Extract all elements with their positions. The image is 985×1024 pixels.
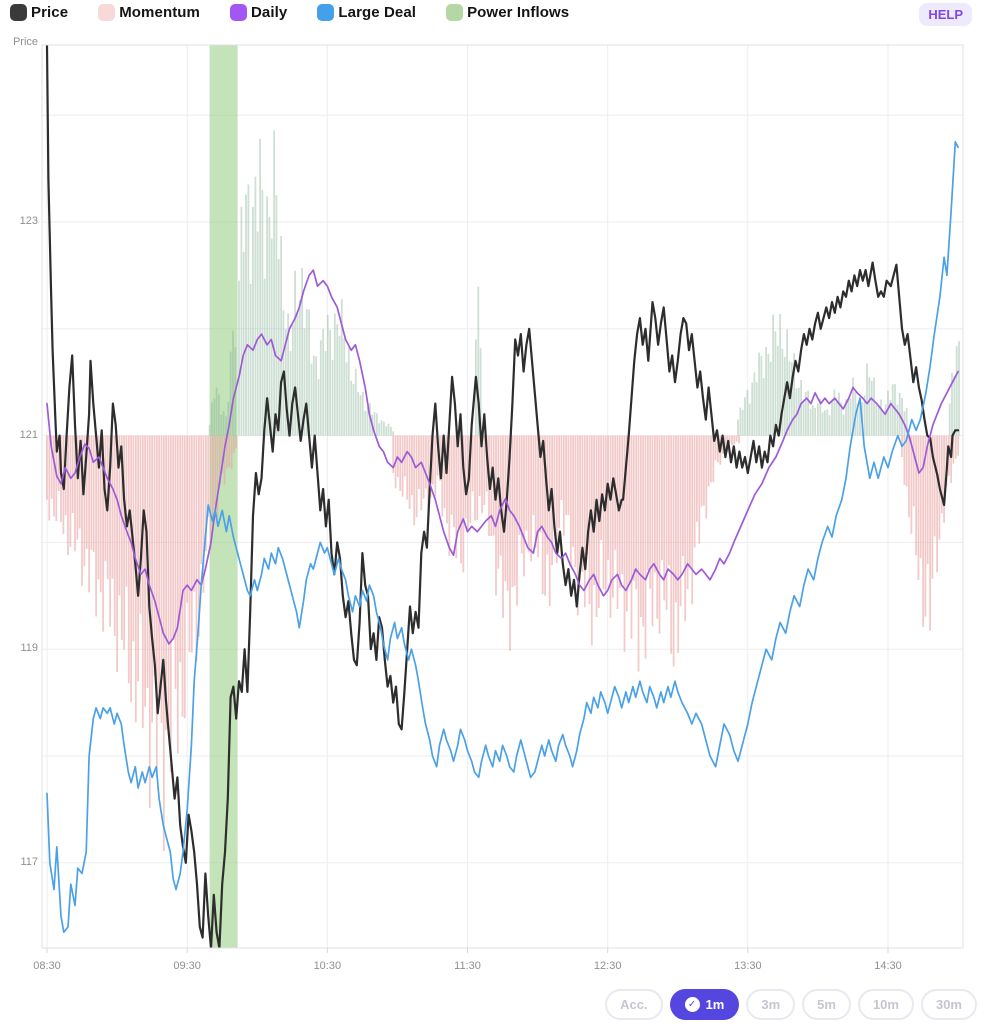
legend-swatch-icon — [98, 4, 116, 21]
line-price — [45, 45, 960, 948]
legend-item-power-inflows[interactable]: Power Inflows — [446, 4, 569, 21]
interval-button-label: 10m — [872, 997, 899, 1012]
interval-button-label: Acc. — [620, 997, 648, 1012]
x-axis-ticks — [46, 948, 889, 953]
x-tick-label: 11:30 — [454, 960, 481, 972]
interval-button-label: 30m — [935, 997, 962, 1012]
y-tick-label: 119 — [20, 642, 38, 655]
line-daily — [46, 269, 959, 645]
x-tick-label: 14:30 — [874, 960, 902, 972]
legend-label: Momentum — [119, 4, 200, 21]
legend-label: Large Deal — [338, 4, 417, 21]
interval-button-label: 3m — [761, 997, 781, 1012]
legend-item-large-deal[interactable]: Large Deal — [317, 4, 416, 21]
y-tick-label: 123 — [19, 215, 38, 227]
interval-controls: Acc. ✓ 1m 3m 5m 10m 30m — [605, 989, 977, 1020]
x-tick-label: 09:30 — [173, 960, 201, 972]
interval-button-acc[interactable]: Acc. — [605, 989, 663, 1020]
interval-button-1m[interactable]: ✓ 1m — [669, 989, 740, 1020]
legend-swatch-icon — [230, 4, 247, 21]
bars-power-inflows — [208, 130, 960, 436]
chart-legend: Price Momentum Daily Large Deal Power Inflow… — [10, 4, 569, 21]
highlight-band — [209, 45, 238, 948]
x-tick-label: 13:30 — [734, 960, 762, 972]
legend-swatch-icon — [10, 4, 27, 21]
y-axis-title: Price — [12, 36, 38, 48]
y-tick-label: 121 — [19, 428, 38, 441]
interval-button-10m[interactable]: 10m — [857, 989, 914, 1020]
line-large-deal — [46, 141, 959, 934]
bars-momentum — [46, 435, 959, 851]
legend-label: Price — [31, 4, 69, 21]
interval-button-label: 1m — [705, 997, 725, 1012]
x-tick-label: 12:30 — [593, 960, 622, 972]
legend-item-daily[interactable]: Daily — [230, 4, 287, 21]
plot-border — [41, 44, 964, 949]
legend-swatch-icon — [317, 4, 335, 21]
interval-button-3m[interactable]: 3m — [746, 989, 796, 1020]
legend-item-momentum[interactable]: Momentum — [98, 4, 200, 21]
interval-button-30m[interactable]: 30m — [920, 989, 977, 1020]
legend-item-price[interactable]: Price — [10, 4, 68, 21]
y-tick-label: 117 — [20, 855, 38, 868]
check-icon: ✓ — [684, 997, 700, 1012]
interval-button-5m[interactable]: 5m — [802, 989, 851, 1020]
legend-swatch-icon — [446, 4, 464, 21]
top-bar: Price Momentum Daily Large Deal Power Inflow… — [0, 0, 985, 30]
legend-label: Daily — [251, 4, 288, 21]
interval-button-label: 5m — [817, 997, 836, 1012]
legend-label: Power Inflows — [467, 4, 570, 21]
chart-area[interactable]: Price 123 121 119 117 08:30 09:30 10:30 11:30 1… — [0, 0, 985, 985]
x-tick-label: 08:30 — [33, 960, 61, 972]
chart-canvas[interactable] — [0, 0, 985, 985]
help-button[interactable]: HELP — [919, 3, 972, 26]
x-tick-label: 10:30 — [313, 960, 342, 972]
